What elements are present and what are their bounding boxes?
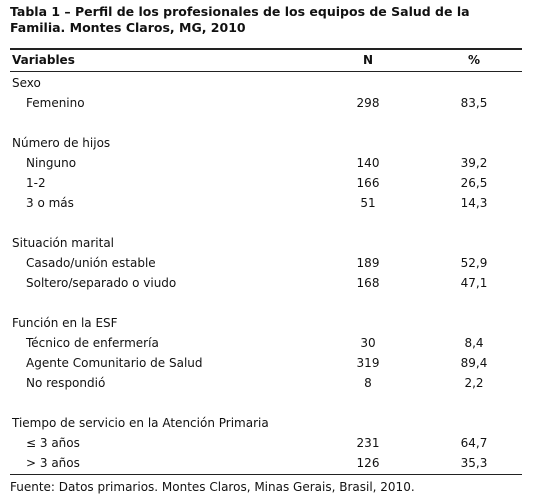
cell-pct: 64,7 [460,436,488,450]
rule [10,474,522,475]
cell-pct: 8,4 [464,336,484,350]
cell-n: 189 [356,256,380,270]
row-label: No respondió [26,376,106,390]
cell-n: 298 [356,96,380,110]
cell-n: 126 [356,456,380,470]
cell-pct: 26,5 [460,176,488,190]
section-label: Tiempo de servicio en la Atención Primar… [12,416,269,430]
cell-n: 140 [356,156,380,170]
cell-n: 30 [360,336,376,350]
column-header: Variables [12,53,75,67]
cell-pct: 14,3 [460,196,488,210]
cell-n: 168 [356,276,380,290]
cell-n: 231 [356,436,380,450]
row-label: 1-2 [26,176,46,190]
section-label: Situación marital [12,236,115,250]
column-header: % [467,53,481,67]
cell-pct: 2,2 [464,376,484,390]
cell-pct: 39,2 [460,156,488,170]
cell-n: 166 [356,176,380,190]
title: Tabla 1 – Perfil de los profesionales de… [10,4,470,19]
row-label: > 3 años [26,456,80,470]
cell-n: 51 [360,196,376,210]
title: Familia. Montes Claros, MG, 2010 [10,20,246,35]
row-label: Ninguno [26,156,77,170]
cell-pct: 52,9 [460,256,488,270]
cell-pct: 35,3 [460,456,488,470]
cell-n: 8 [364,376,372,390]
row-label: 3 o más [26,196,74,210]
row-label: Técnico de enfermería [26,336,159,350]
rule [10,71,522,72]
cell-pct: 89,4 [460,356,488,370]
cell-pct: 83,5 [460,96,488,110]
row-label: Femenino [26,96,85,110]
rule [10,48,522,50]
cell-pct: 47,1 [460,276,488,290]
column-header: N [362,53,374,67]
footer: Fuente: Datos primarios. Montes Claros, … [10,480,415,494]
row-label: Casado/unión estable [26,256,156,270]
section-label: Número de hijos [12,136,111,150]
cell-n: 319 [356,356,380,370]
section-label: Sexo [12,76,41,90]
row-label: Agente Comunitario de Salud [26,356,203,370]
row-label: Soltero/separado o viudo [26,276,177,290]
row-label: ≤ 3 años [26,436,80,450]
section-label: Función en la ESF [12,316,118,330]
